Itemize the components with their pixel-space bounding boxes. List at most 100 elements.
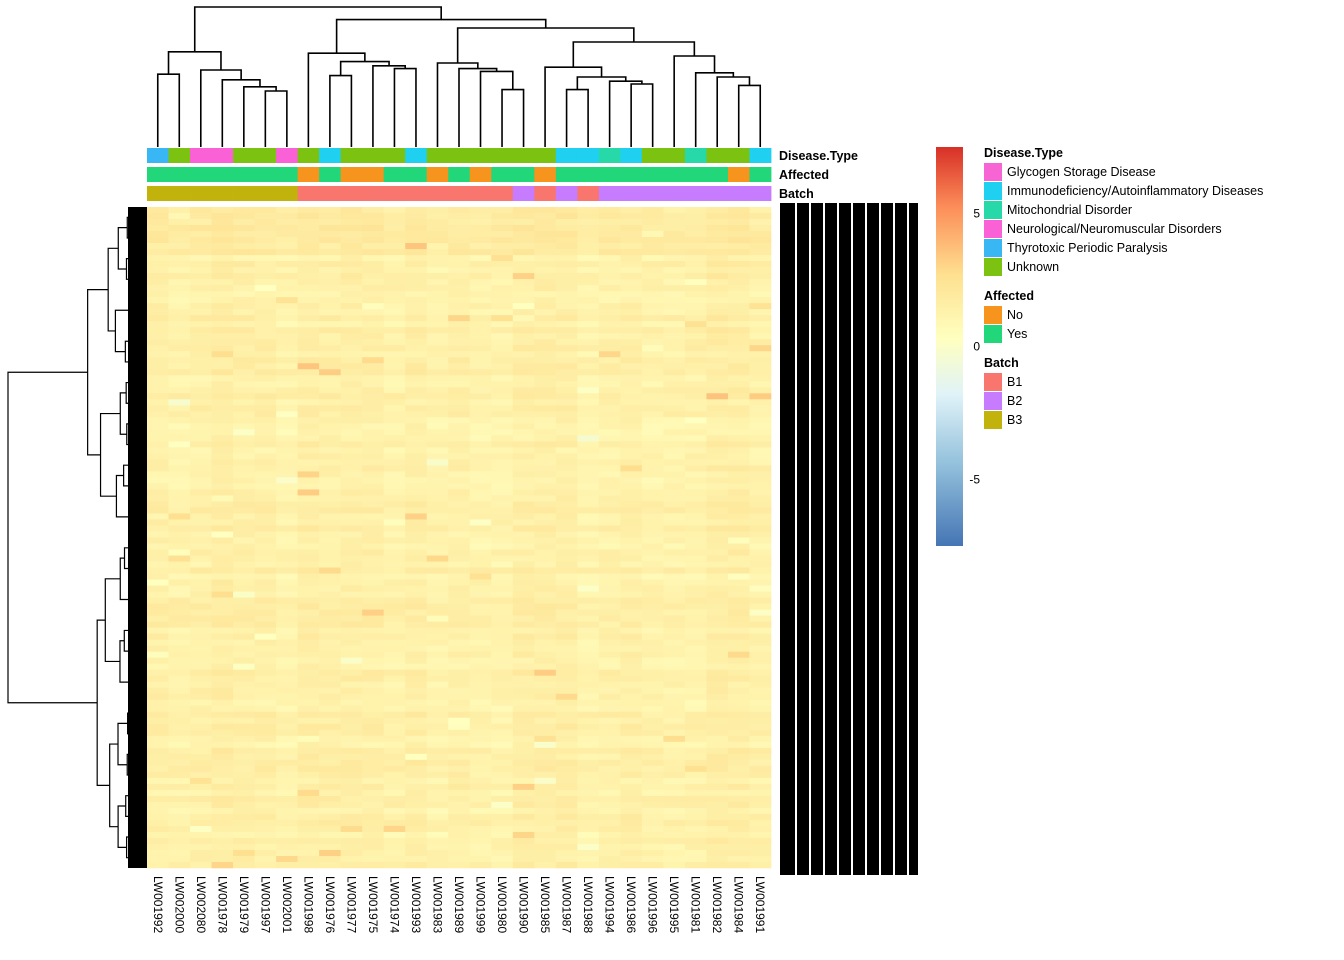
heatmap-cell xyxy=(362,363,384,370)
heatmap-cell xyxy=(555,219,578,226)
heatmap-cell xyxy=(254,753,277,761)
heatmap-cell xyxy=(469,213,492,220)
heatmap-cell xyxy=(749,453,772,460)
heatmap-cell xyxy=(663,339,686,346)
heatmap-cell xyxy=(555,711,578,719)
heatmap-cell xyxy=(340,243,363,250)
heatmap-cell xyxy=(555,639,578,646)
heatmap-cell xyxy=(512,771,535,779)
heatmap-cell xyxy=(168,483,191,490)
heatmap-cell xyxy=(469,381,492,388)
heatmap-cell xyxy=(534,771,557,779)
column-label: LW002000 xyxy=(172,876,186,933)
heatmap-cell xyxy=(555,375,578,382)
heatmap-cell xyxy=(340,477,363,484)
heatmap-cell xyxy=(362,411,384,418)
heatmap-cell xyxy=(598,339,621,346)
heatmap-cell xyxy=(383,579,406,586)
dendrogram-branch xyxy=(107,247,119,332)
heatmap-cell xyxy=(727,699,750,707)
heatmap-cell xyxy=(684,519,707,526)
heatmap-cell xyxy=(340,501,363,508)
heatmap-cell xyxy=(319,789,341,797)
heatmap-cell xyxy=(491,807,514,815)
row-labels-block xyxy=(780,203,918,875)
heatmap-cell xyxy=(749,537,772,544)
heatmap-cell xyxy=(663,477,686,484)
heatmap-cell xyxy=(749,555,772,562)
heatmap-cell xyxy=(276,729,298,737)
heatmap-cell xyxy=(276,327,298,334)
heatmap-cell xyxy=(663,801,686,809)
heatmap-cell xyxy=(577,357,600,364)
heatmap-cell xyxy=(340,771,363,779)
heatmap-cell xyxy=(383,531,406,538)
heatmap-cell xyxy=(555,243,578,250)
heatmap-cell xyxy=(534,819,557,827)
heatmap-cell xyxy=(448,303,471,310)
heatmap-cell xyxy=(577,411,600,418)
annotation-cell xyxy=(426,186,449,201)
heatmap-cell xyxy=(706,801,729,809)
row-label-gap xyxy=(837,203,839,875)
heatmap-cell xyxy=(340,723,363,731)
heatmap-cell xyxy=(534,513,557,520)
heatmap-cell xyxy=(362,315,384,322)
heatmap-cell xyxy=(405,573,428,580)
heatmap-cell xyxy=(448,219,471,226)
heatmap-cell xyxy=(598,693,621,701)
heatmap-cell xyxy=(534,741,557,749)
heatmap-cell xyxy=(491,819,514,827)
heatmap-cell xyxy=(168,747,191,755)
heatmap-cell xyxy=(534,777,557,785)
heatmap-cell xyxy=(469,843,492,851)
heatmap-cell xyxy=(469,645,492,652)
heatmap-cell xyxy=(276,681,298,689)
heatmap-cell xyxy=(491,837,514,845)
heatmap-cell xyxy=(211,801,234,809)
heatmap-cell xyxy=(512,687,535,695)
heatmap-cell xyxy=(491,567,514,574)
heatmap-cell xyxy=(448,501,471,508)
heatmap-cell xyxy=(190,537,212,544)
heatmap-cell xyxy=(362,489,384,496)
heatmap-cell xyxy=(405,285,428,292)
heatmap-cell xyxy=(727,459,750,466)
heatmap-cell xyxy=(426,597,449,604)
heatmap-cell xyxy=(555,825,578,833)
column-label: LW001990 xyxy=(517,876,531,933)
annotation-cell xyxy=(254,167,277,182)
heatmap-cell xyxy=(405,213,428,220)
heatmap-cell xyxy=(749,405,772,412)
heatmap-cell xyxy=(491,543,514,550)
heatmap-cell xyxy=(233,849,255,857)
heatmap-cell xyxy=(598,243,621,250)
column-label: LW001993 xyxy=(409,876,423,933)
heatmap-cell xyxy=(147,525,169,532)
heatmap-cell xyxy=(233,519,255,526)
heatmap-cell xyxy=(319,345,341,352)
heatmap-cell xyxy=(706,537,729,544)
heatmap-cell xyxy=(469,507,492,514)
heatmap-cell xyxy=(254,507,277,514)
heatmap-cell xyxy=(469,807,492,815)
heatmap-cell xyxy=(512,723,535,731)
heatmap-cell xyxy=(491,525,514,532)
heatmap-cell xyxy=(168,561,191,568)
heatmap-cell xyxy=(706,471,729,478)
heatmap-cell xyxy=(340,489,363,496)
heatmap-cell xyxy=(620,243,643,250)
heatmap-cell xyxy=(190,213,212,220)
heatmap-cell xyxy=(512,435,535,442)
heatmap-cell xyxy=(190,495,212,502)
heatmap-cell xyxy=(405,489,428,496)
heatmap-cell xyxy=(233,477,255,484)
heatmap-cell xyxy=(491,369,514,376)
heatmap-cell xyxy=(147,357,169,364)
heatmap-cell xyxy=(706,495,729,502)
heatmap-cell xyxy=(534,657,557,664)
heatmap-cell xyxy=(598,363,621,370)
heatmap-cell xyxy=(383,351,406,358)
heatmap-cell xyxy=(491,591,514,598)
heatmap-cell xyxy=(684,777,707,785)
